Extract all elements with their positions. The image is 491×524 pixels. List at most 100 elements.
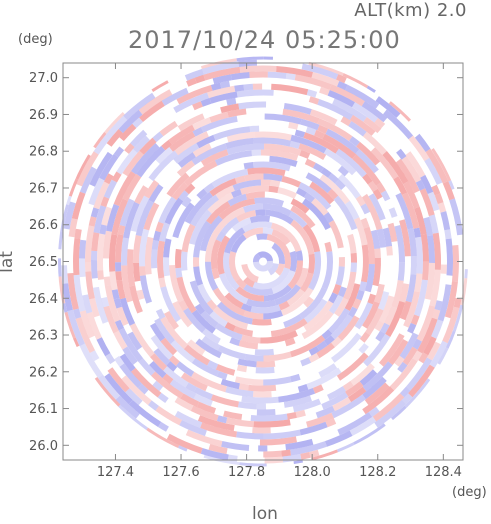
field-cell: [86, 311, 102, 340]
field-cell: [337, 412, 373, 436]
field-cell: [306, 367, 342, 390]
field-cell: [316, 342, 335, 359]
field-cell: [325, 128, 360, 154]
field-cell: [236, 364, 248, 373]
field-cell: [207, 360, 219, 370]
field-cell: [163, 366, 189, 388]
field-cell: [155, 308, 166, 320]
y-tick-label: 26.6: [29, 218, 58, 233]
field-cell: [327, 188, 339, 200]
field-cell: [290, 198, 310, 214]
field-cell: [308, 353, 320, 363]
field-cell: [395, 192, 414, 230]
field-cell: [149, 361, 167, 379]
field-cell: [236, 89, 274, 98]
field-cell: [200, 98, 212, 107]
field-cell: [153, 348, 171, 366]
field-cell: [172, 202, 195, 239]
field-cell: [74, 228, 82, 239]
x-tick-label: 128.2: [359, 465, 396, 480]
x-tick-label: 127.4: [97, 465, 134, 480]
field-cell: [196, 188, 208, 200]
field-cell: [265, 209, 294, 225]
field-cell: [122, 173, 142, 201]
field-cell: [431, 184, 441, 196]
field-cell: [235, 286, 264, 302]
field-cell: [203, 66, 241, 81]
y-tick-label: 26.8: [29, 145, 58, 160]
field-cell: [267, 263, 279, 276]
field-cell: [231, 189, 242, 198]
field-cell: [311, 72, 340, 87]
field-cell: [190, 405, 219, 421]
field-cell: [271, 229, 291, 245]
field-cell: [138, 89, 173, 115]
field-cell: [151, 371, 184, 399]
field-cell: [168, 124, 195, 145]
field-cell: [176, 85, 213, 105]
field-cell: [407, 322, 417, 334]
field-cell: [423, 216, 433, 237]
field-cell: [282, 108, 320, 124]
field-cell: [348, 386, 367, 403]
field-cell: [241, 334, 261, 344]
field-cell: [121, 265, 133, 303]
field-cell: [220, 378, 240, 390]
field-cell: [317, 124, 329, 134]
field-cell: [327, 90, 355, 108]
field-cell: [295, 250, 303, 261]
field-cell: [301, 63, 339, 80]
field-cell: [224, 322, 236, 332]
field-cell: [242, 221, 273, 233]
field-cell: [312, 384, 324, 394]
field-cell: [104, 115, 128, 140]
field-cell: [157, 240, 165, 279]
field-cell: [175, 267, 183, 278]
field-cell: [76, 151, 99, 187]
altitude-label: ALT(km) 2.0: [354, 0, 467, 21]
field-cell: [413, 227, 422, 238]
field-cell: [253, 161, 291, 172]
field-cell: [139, 137, 157, 155]
field-cell: [278, 300, 290, 311]
field-cell: [260, 149, 299, 161]
field-cell: [378, 295, 395, 324]
field-cell: [122, 150, 144, 177]
x-axis-label: lon: [252, 504, 278, 524]
field-cell: [300, 357, 312, 367]
field-cell: [238, 383, 249, 391]
field-cell: [263, 310, 283, 320]
field-cell: [401, 393, 413, 404]
field-cell: [352, 102, 378, 123]
field-cell: [338, 257, 345, 267]
field-cell: [216, 301, 253, 325]
field-cell: [359, 331, 371, 343]
field-cell: [108, 234, 118, 272]
field-cell: [107, 367, 130, 393]
field-cell: [119, 198, 135, 227]
field-cell: [212, 74, 232, 85]
field-cell: [323, 212, 334, 224]
field-cell: [209, 91, 238, 104]
field-cell: [191, 371, 227, 393]
field-cell: [449, 198, 464, 236]
field-cell: [276, 66, 313, 78]
field-cell: [232, 179, 262, 191]
field-cell: [394, 225, 406, 263]
field-cell: [244, 173, 264, 182]
field-cell: [375, 96, 401, 118]
field-cell: [98, 374, 120, 400]
field-cell: [271, 242, 285, 265]
field-cell: [200, 448, 229, 461]
field-cell: [334, 179, 346, 190]
field-cell: [197, 415, 235, 431]
field-cell: [253, 137, 292, 147]
field-cell: [180, 393, 200, 408]
field-cell: [200, 215, 223, 252]
field-cell: [325, 418, 337, 428]
field-cell: [264, 143, 302, 156]
field-cell: [285, 73, 296, 81]
field-cell: [196, 401, 216, 414]
field-cell: [256, 233, 268, 241]
field-cell: [118, 109, 143, 134]
